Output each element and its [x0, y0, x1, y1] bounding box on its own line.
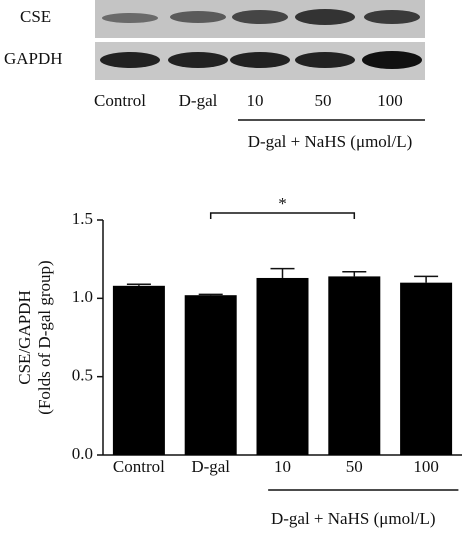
x-tick-label: 10	[274, 457, 291, 476]
bar	[400, 282, 453, 455]
band	[168, 52, 228, 68]
y-tick-label: 0.5	[72, 366, 93, 385]
y-axis-label: (Folds of D-gal group)	[35, 260, 54, 414]
blot-row-label: GAPDH	[4, 49, 63, 68]
x-tick-label: 50	[346, 457, 363, 476]
y-axis-label: CSE/GAPDH	[15, 290, 34, 384]
significance-bracket	[209, 212, 356, 219]
group-label: D-gal + NaHS (μmol/L)	[271, 509, 436, 528]
band	[362, 51, 422, 69]
significance-label: *	[278, 194, 287, 213]
bar	[256, 277, 309, 455]
group-label: D-gal + NaHS (μmol/L)	[248, 132, 413, 151]
x-tick-label: 100	[413, 457, 439, 476]
bar	[328, 276, 381, 455]
blot-row-label: CSE	[20, 7, 51, 26]
bar	[184, 295, 237, 455]
y-tick-label: 1.5	[72, 209, 93, 228]
band	[232, 10, 288, 24]
band	[295, 9, 355, 25]
band	[364, 10, 420, 24]
lane-label: 50	[315, 91, 332, 110]
y-tick-label: 0.0	[72, 444, 93, 463]
band	[102, 13, 158, 23]
bar	[112, 285, 165, 455]
x-tick-label: Control	[113, 457, 165, 476]
band	[295, 52, 355, 68]
lane-label: D-gal	[179, 91, 218, 110]
y-tick-label: 1.0	[72, 287, 93, 306]
x-tick-label: D-gal	[191, 457, 230, 476]
band	[230, 52, 290, 68]
lane-label: 10	[247, 91, 264, 110]
western-blot: CSE GAPDH Control D-gal 10 50 100 D-gal …	[4, 0, 425, 151]
lane-label: Control	[94, 91, 146, 110]
lane-label: 100	[377, 91, 403, 110]
band	[100, 52, 160, 68]
band	[170, 11, 226, 23]
